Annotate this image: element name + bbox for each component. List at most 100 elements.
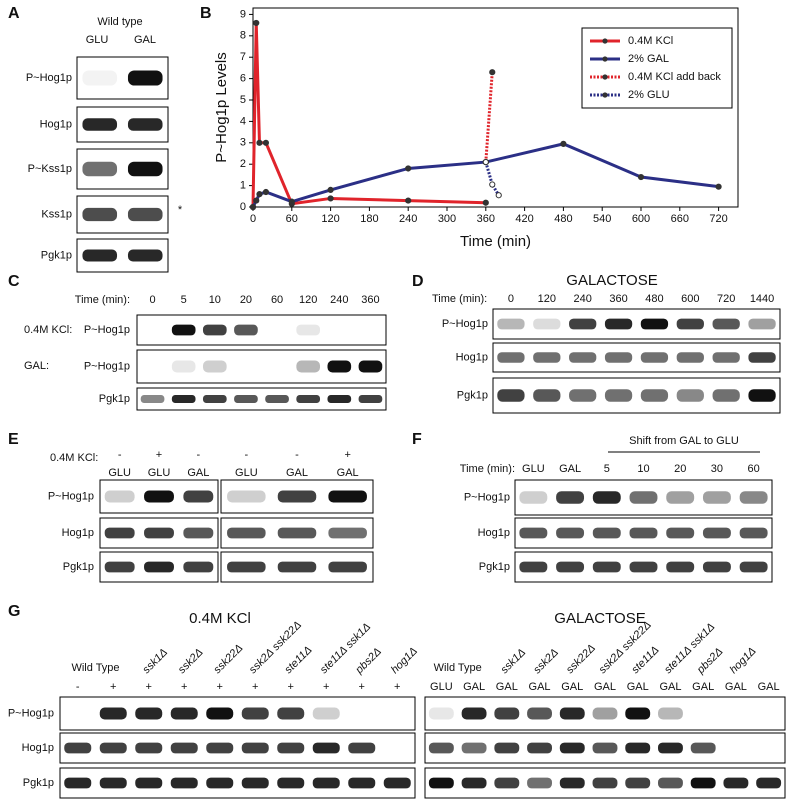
band [144,490,174,503]
strain-label: ssk2Δ [176,646,206,676]
band [227,527,266,539]
band [82,118,118,131]
panel-label: E [8,431,19,448]
data-point [288,198,295,205]
lane-label: 20 [240,294,252,306]
band [328,561,367,573]
band [629,491,658,504]
band [296,395,321,403]
strain-label: hog1Δ [728,645,759,676]
band [533,318,561,330]
data-point [405,197,412,204]
lane-label: + [146,681,152,693]
band [428,777,454,789]
lane-label: GAL [559,463,581,475]
series-line [251,22,486,208]
lane-label: 30 [711,463,723,475]
band [569,352,597,363]
sign-label: - [118,449,122,461]
band [690,777,716,789]
band [328,527,367,539]
data-point [256,191,263,198]
band [64,777,92,789]
band [527,707,552,720]
band [327,360,352,373]
lane-label: + [323,681,329,693]
note: * [178,204,183,216]
band [497,318,525,330]
x-tick-label: 540 [593,213,611,225]
y-tick-label: 0 [240,201,246,213]
band [666,527,695,539]
band [494,777,520,789]
band [592,742,618,754]
band [206,777,234,789]
band [519,491,548,504]
panel-label: A [8,5,20,22]
row-label: Hog1p [22,742,54,754]
band [629,561,658,573]
band [265,395,289,403]
data-point [327,186,334,193]
condition-label: 0.4M KCl: [24,324,72,336]
lane-label: + [110,681,116,693]
band [183,527,214,539]
band [312,777,340,789]
band [640,352,669,363]
lane-label: 0 [150,294,156,306]
band [170,742,198,754]
time-label: Time (min): [460,463,515,475]
band [556,561,585,573]
legend-label: 2% GLU [628,89,670,101]
row-label: Hog1p [456,351,488,363]
band [748,352,776,363]
band [629,527,658,539]
lane-label: - [76,681,80,693]
row-label: P~Hog1p [8,707,54,719]
y-tick-label: 9 [240,8,246,20]
legend-dot [602,92,608,98]
lane-label: GAL [627,681,649,693]
band [277,490,317,503]
data-point [262,139,270,146]
lane-label: GLU [430,681,453,693]
y-tick-label: 1 [240,180,246,192]
band [104,490,135,503]
band [604,352,633,363]
y-tick-label: 7 [240,51,246,63]
band [277,777,305,789]
lane-label: 360 [361,294,379,306]
lane-label: 10 [209,294,221,306]
row-label: Pgk1p [23,777,54,789]
band [82,161,118,177]
band [604,389,633,402]
lane-label: 5 [604,463,610,475]
band [183,490,214,503]
band [494,742,520,754]
y-tick-label: 3 [240,137,246,149]
x-tick-label: 120 [321,213,339,225]
band [569,318,597,330]
band [712,389,740,402]
lane-label: 480 [645,293,663,305]
row-label: P~Hog1p [26,72,72,84]
sign-label: + [344,449,350,461]
band [666,491,695,504]
band [666,561,695,573]
data-point [405,165,412,172]
band [712,352,740,363]
band [748,318,776,330]
strain-label: Wild Type [434,662,482,674]
band [592,707,618,720]
band [702,561,731,573]
band [690,742,716,754]
lane-label: GLU [148,467,171,479]
band [170,707,198,720]
lane-label: GLU [108,467,131,479]
band [592,777,618,789]
band [135,777,163,789]
band [127,249,163,262]
band [702,491,731,504]
sign-label: - [244,449,248,461]
lane-label: 5 [181,294,187,306]
